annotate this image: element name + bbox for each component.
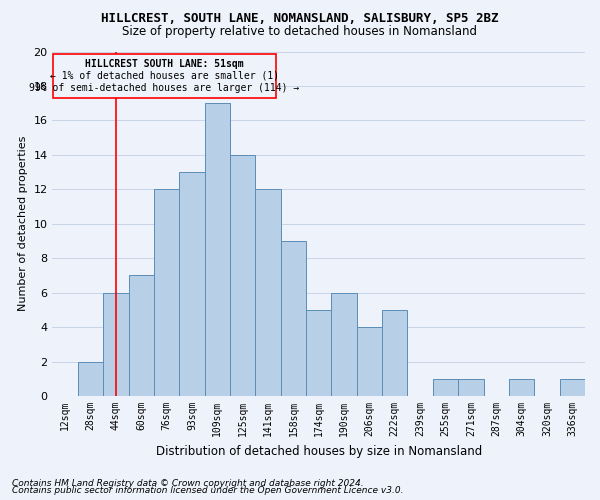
Bar [128, 276, 154, 396]
Bar [205, 103, 230, 396]
Bar [281, 241, 306, 396]
Text: HILLCREST SOUTH LANE: 51sqm: HILLCREST SOUTH LANE: 51sqm [85, 58, 244, 68]
Bar [230, 155, 256, 396]
Bar [306, 310, 331, 396]
Bar [509, 379, 534, 396]
X-axis label: Distribution of detached houses by size in Nomansland: Distribution of detached houses by size … [155, 444, 482, 458]
FancyBboxPatch shape [53, 54, 275, 98]
Bar [179, 172, 205, 396]
Bar [256, 190, 281, 396]
Y-axis label: Number of detached properties: Number of detached properties [18, 136, 28, 312]
Bar [433, 379, 458, 396]
Text: Size of property relative to detached houses in Nomansland: Size of property relative to detached ho… [122, 25, 478, 38]
Bar [78, 362, 103, 396]
Text: Contains HM Land Registry data © Crown copyright and database right 2024.: Contains HM Land Registry data © Crown c… [12, 478, 364, 488]
Text: Contains public sector information licensed under the Open Government Licence v3: Contains public sector information licen… [12, 486, 404, 495]
Bar [331, 292, 357, 396]
Bar [382, 310, 407, 396]
Text: 99% of semi-detached houses are larger (114) →: 99% of semi-detached houses are larger (… [29, 82, 299, 92]
Bar [357, 327, 382, 396]
Text: HILLCREST, SOUTH LANE, NOMANSLAND, SALISBURY, SP5 2BZ: HILLCREST, SOUTH LANE, NOMANSLAND, SALIS… [101, 12, 499, 26]
Bar [154, 190, 179, 396]
Bar [458, 379, 484, 396]
Bar [103, 292, 128, 396]
Text: ← 1% of detached houses are smaller (1): ← 1% of detached houses are smaller (1) [50, 70, 279, 81]
Bar [560, 379, 585, 396]
